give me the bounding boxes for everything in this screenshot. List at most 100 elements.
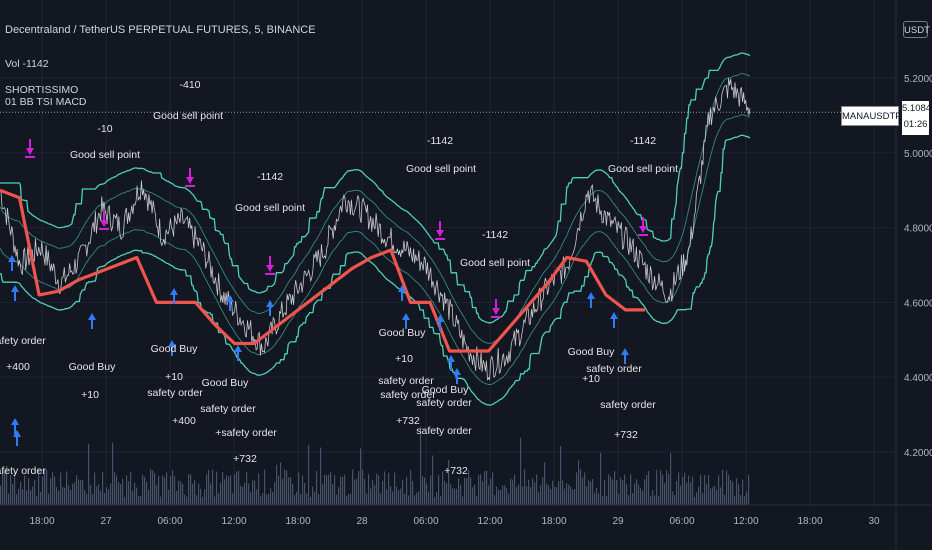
buy-signal-label: safety order [600, 399, 656, 411]
volume-bar [550, 489, 552, 505]
time-axis[interactable]: 18:00 27 06:00 12:00 18:00 28 06:00 12:00 18:00 2… [0, 504, 932, 527]
volume-bar [336, 494, 338, 505]
volume-bar [72, 483, 74, 505]
volume-bar [306, 493, 308, 505]
currency-button[interactable]: USDT [903, 21, 930, 38]
sell-signal-label: -1142 [257, 171, 283, 183]
volume-bar [618, 493, 620, 505]
volume-bar [96, 486, 98, 505]
volume-bar [552, 480, 554, 505]
volume-bar [458, 478, 460, 505]
volume-bar [580, 469, 582, 505]
buy-signal-label: +400 [172, 415, 196, 427]
volume-bar [124, 496, 126, 505]
volume-bar [518, 484, 520, 505]
volume-bar [494, 495, 496, 505]
volume-bar [526, 486, 528, 505]
volume-bar [192, 483, 194, 505]
volume-bar [704, 474, 706, 505]
buy-arrow-icon [587, 292, 595, 308]
volume-bar [538, 492, 540, 505]
last-price-box: 5.1084 01:26 [902, 101, 931, 135]
volume-bar [300, 493, 302, 505]
buy-arrow-icon [436, 315, 444, 331]
volume-bar [620, 477, 622, 505]
volume-bar [174, 476, 176, 505]
volume-bar [256, 489, 258, 505]
volume-bar [388, 472, 390, 505]
volume-bar [504, 485, 506, 505]
volume-bar [384, 471, 386, 505]
volume-bar [498, 489, 500, 505]
volume-bar [254, 480, 256, 505]
volume-bar [46, 469, 48, 505]
volume-bar [630, 474, 632, 505]
volume-bar [314, 491, 316, 505]
volume-bar [302, 475, 304, 505]
volume-bar [158, 475, 160, 505]
x-tick-label: 28 [356, 516, 368, 527]
volume-bar [606, 495, 608, 505]
buy-signal-label: +10 [582, 373, 600, 385]
volume-bar [8, 493, 10, 505]
volume-bar [662, 474, 664, 505]
buy-arrow-icon [13, 430, 21, 446]
volume-bar [562, 480, 564, 505]
volume-bar [726, 470, 728, 505]
average-price-line-path [0, 188, 645, 353]
volume-bar [680, 485, 682, 505]
volume-bar [132, 490, 134, 505]
volume-bar [370, 488, 372, 505]
volume-bar [450, 484, 452, 505]
volume-bar [440, 496, 442, 505]
buy-signal-label: safety order [0, 335, 46, 347]
volume-bar [386, 489, 388, 505]
lower-band [0, 134, 751, 406]
buy-signal-label: Good Buy [422, 384, 469, 396]
volume-bar [250, 492, 252, 505]
volume-bar [130, 471, 132, 505]
price-axis[interactable]: 5.2000 5.0000 4.8000 4.6000 4.4000 4.2000 [895, 0, 932, 550]
volume-bar [554, 486, 556, 505]
volume-bar [456, 488, 458, 505]
price-series [0, 77, 751, 381]
volume-bar [572, 489, 574, 505]
volume-bar [652, 489, 654, 505]
sell-arrow-icon [26, 139, 34, 155]
volume-bar [464, 477, 466, 505]
volume-bar [180, 481, 182, 505]
volume-bar [398, 490, 400, 505]
volume-bar [674, 495, 676, 505]
volume-bar [84, 489, 86, 505]
x-tick-label: 06:00 [669, 516, 694, 527]
volume-bar [246, 471, 248, 505]
buy-signal-label: safety order [0, 465, 46, 477]
volume-bar [732, 481, 734, 505]
volume-bar [50, 478, 52, 505]
x-tick-label: 06:00 [157, 516, 182, 527]
volume-bar [364, 478, 366, 505]
volume-bar [708, 475, 710, 505]
volume-bar [10, 474, 12, 505]
volume-bar [186, 496, 188, 505]
volume-bar [194, 480, 196, 505]
volume-bar [688, 475, 690, 505]
y-tick-label: 5.0000 [904, 149, 932, 160]
buy-arrow-icon [88, 313, 96, 329]
volume-bar [268, 493, 270, 505]
buy-signal-label: +10 [395, 353, 413, 365]
volume-bar [78, 479, 80, 505]
volume-bar [204, 489, 206, 505]
volume-bar [88, 443, 90, 505]
volume-bar [376, 473, 378, 505]
buy-arrow-icon [266, 300, 274, 316]
volume-bar [624, 474, 626, 505]
volume-bar [346, 495, 348, 505]
volume-bar [614, 471, 616, 505]
volume-bar [210, 483, 212, 505]
volume-bar [282, 478, 284, 505]
volume-bar [240, 485, 242, 505]
volume-bar [42, 476, 44, 505]
buy-signal-label: Good Buy [379, 327, 426, 339]
